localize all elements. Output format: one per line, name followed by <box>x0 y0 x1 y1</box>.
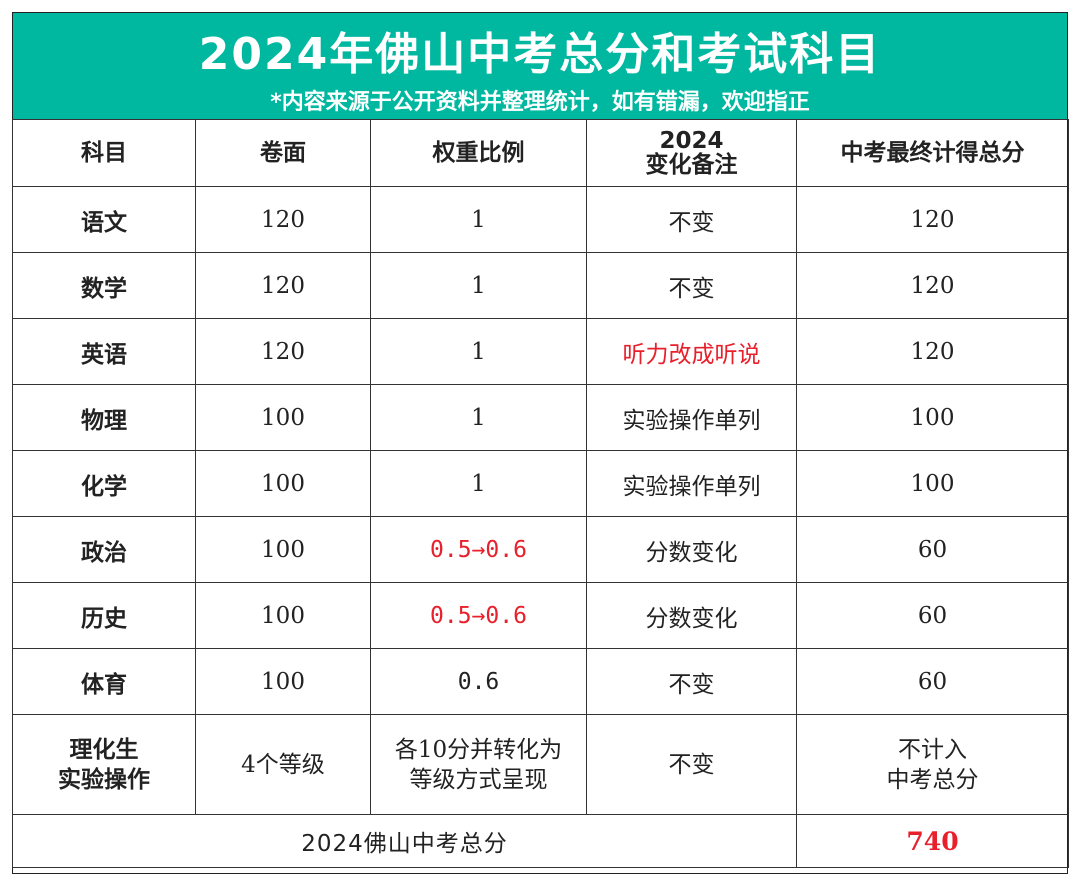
weight-cell-highlight: 0.5→0.6 <box>370 516 587 583</box>
change-note-cell: 不变 <box>586 186 797 253</box>
paper-score-cell: 120 <box>195 252 371 319</box>
weight-cell: 0.6 <box>370 648 587 715</box>
change-note-cell: 实验操作单列 <box>586 384 797 451</box>
table-row: 数学 120 1 不变 120 <box>12 252 1069 319</box>
weight-cell: 1 <box>370 252 587 319</box>
paper-score-cell: 4个等级 <box>195 714 371 815</box>
change-note-cell: 不变 <box>586 714 797 815</box>
subject-cell: 英语 <box>12 318 196 385</box>
change-note-cell: 不变 <box>586 648 797 715</box>
source-disclaimer: *内容来源于公开资料并整理统计，如有错漏，欢迎指正 <box>270 90 810 115</box>
paper-score-cell: 100 <box>195 582 371 649</box>
weight-cell: 各10分并转化为 等级方式呈现 <box>370 714 587 815</box>
weight-cell: 1 <box>370 450 587 517</box>
final-score-cell: 120 <box>796 252 1069 319</box>
total-value: 740 <box>796 814 1069 868</box>
change-note-cell-highlight: 听力改成听说 <box>586 318 797 385</box>
table-row: 化学 100 1 实验操作单列 100 <box>12 450 1069 517</box>
subject-cell: 物理 <box>12 384 196 451</box>
paper-score-cell: 100 <box>195 384 371 451</box>
subject-cell: 体育 <box>12 648 196 715</box>
final-score-cell: 60 <box>796 582 1069 649</box>
table-row: 历史 100 0.5→0.6 分数变化 60 <box>12 582 1069 649</box>
page-title: 2024年佛山中考总分和考试科目 <box>198 29 882 80</box>
paper-score-cell: 100 <box>195 516 371 583</box>
column-header-final-score: 中考最终计得总分 <box>796 119 1069 187</box>
paper-score-cell: 120 <box>195 318 371 385</box>
table-header-row: 科目 卷面 权重比例 2024 变化备注 中考最终计得总分 <box>12 119 1069 187</box>
final-score-cell: 60 <box>796 648 1069 715</box>
table-row: 政治 100 0.5→0.6 分数变化 60 <box>12 516 1069 583</box>
paper-score-cell: 100 <box>195 450 371 517</box>
total-row: 2024佛山中考总分 740 <box>12 814 1069 868</box>
header-banner: 2024年佛山中考总分和考试科目 *内容来源于公开资料并整理统计，如有错漏，欢迎… <box>13 13 1067 119</box>
final-score-cell: 100 <box>796 450 1069 517</box>
weight-cell: 1 <box>370 318 587 385</box>
subject-cell: 理化生 实验操作 <box>12 714 196 815</box>
paper-score-cell: 100 <box>195 648 371 715</box>
weight-cell: 1 <box>370 186 587 253</box>
weight-cell: 1 <box>370 384 587 451</box>
table-row: 语文 120 1 不变 120 <box>12 186 1069 253</box>
final-score-cell: 不计入 中考总分 <box>796 714 1069 815</box>
weight-cell-highlight: 0.5→0.6 <box>370 582 587 649</box>
table-row: 物理 100 1 实验操作单列 100 <box>12 384 1069 451</box>
table-row: 英语 120 1 听力改成听说 120 <box>12 318 1069 385</box>
score-table-card: 2024年佛山中考总分和考试科目 *内容来源于公开资料并整理统计，如有错漏，欢迎… <box>12 12 1069 874</box>
column-header-weight: 权重比例 <box>370 119 587 187</box>
change-note-cell: 分数变化 <box>586 582 797 649</box>
final-score-cell: 120 <box>796 318 1069 385</box>
subject-cell: 历史 <box>12 582 196 649</box>
column-header-change-note: 2024 变化备注 <box>586 119 797 187</box>
change-note-cell: 分数变化 <box>586 516 797 583</box>
subject-cell: 政治 <box>12 516 196 583</box>
subject-cell: 化学 <box>12 450 196 517</box>
change-note-cell: 实验操作单列 <box>586 450 797 517</box>
final-score-cell: 120 <box>796 186 1069 253</box>
final-score-cell: 60 <box>796 516 1069 583</box>
exam-subject-table: 科目 卷面 权重比例 2024 变化备注 中考最终计得总分 语文 120 1 不… <box>12 119 1069 868</box>
column-header-subject: 科目 <box>12 119 196 187</box>
subject-cell: 数学 <box>12 252 196 319</box>
column-header-paper: 卷面 <box>195 119 371 187</box>
total-label: 2024佛山中考总分 <box>12 814 797 868</box>
table-row: 理化生 实验操作 4个等级 各10分并转化为 等级方式呈现 不变 不计入 中考总… <box>12 714 1069 815</box>
change-note-cell: 不变 <box>586 252 797 319</box>
final-score-cell: 100 <box>796 384 1069 451</box>
paper-score-cell: 120 <box>195 186 371 253</box>
table-row: 体育 100 0.6 不变 60 <box>12 648 1069 715</box>
subject-cell: 语文 <box>12 186 196 253</box>
